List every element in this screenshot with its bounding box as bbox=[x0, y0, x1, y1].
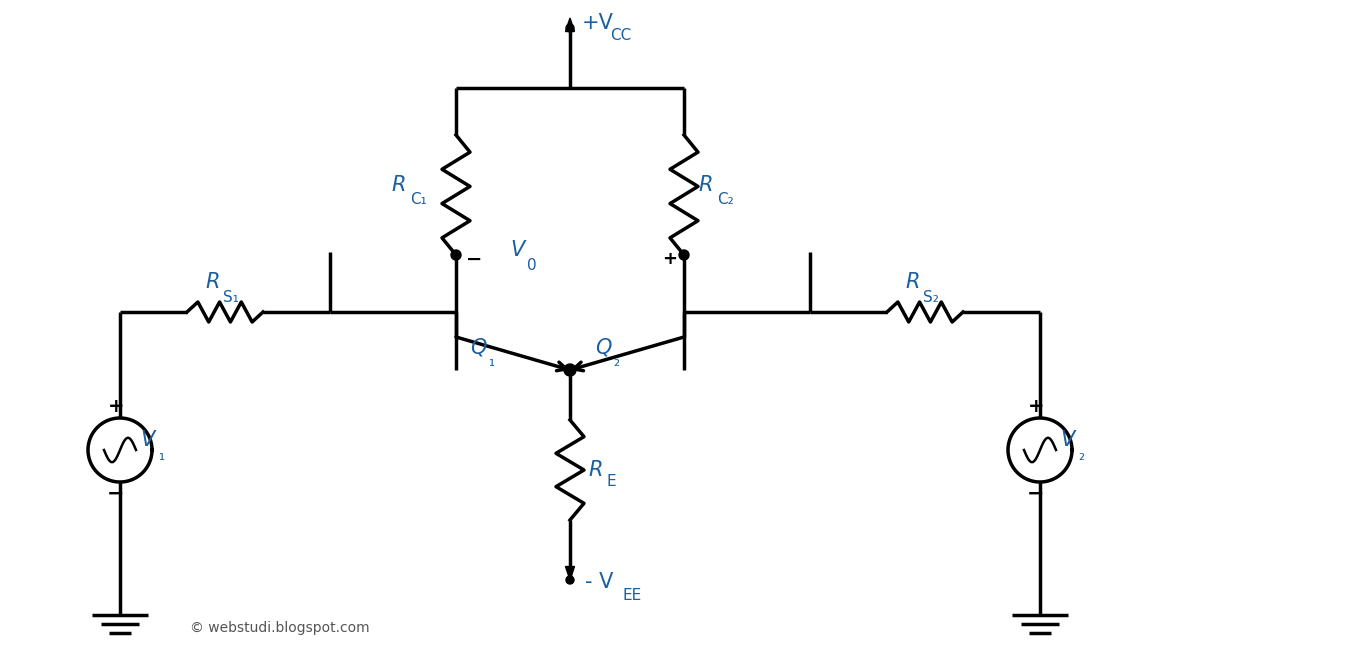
Circle shape bbox=[451, 250, 460, 260]
Circle shape bbox=[679, 250, 688, 260]
Circle shape bbox=[564, 364, 576, 376]
Text: E: E bbox=[607, 474, 616, 489]
Text: +: + bbox=[1027, 397, 1044, 415]
Text: +: + bbox=[108, 397, 124, 415]
Text: Q: Q bbox=[596, 337, 612, 357]
Text: ₁: ₁ bbox=[158, 448, 164, 463]
Text: R: R bbox=[906, 272, 919, 292]
Text: S₂: S₂ bbox=[923, 289, 938, 304]
Text: +V: +V bbox=[582, 13, 613, 33]
Text: ₂: ₂ bbox=[613, 354, 619, 369]
Circle shape bbox=[566, 576, 574, 584]
Text: R: R bbox=[391, 175, 406, 195]
Polygon shape bbox=[566, 18, 575, 32]
Text: EE: EE bbox=[622, 587, 641, 602]
Text: R: R bbox=[698, 175, 713, 195]
Text: ₂: ₂ bbox=[1078, 448, 1085, 463]
Text: CC: CC bbox=[611, 29, 631, 43]
Text: V: V bbox=[510, 240, 525, 260]
Text: −: − bbox=[108, 484, 124, 504]
Text: V: V bbox=[1060, 430, 1074, 450]
Text: −: − bbox=[1027, 484, 1045, 504]
Text: © webstudi.blogspot.com: © webstudi.blogspot.com bbox=[190, 621, 370, 635]
Text: ₁: ₁ bbox=[488, 354, 494, 369]
Text: R: R bbox=[205, 272, 220, 292]
Text: R: R bbox=[587, 460, 602, 480]
Text: S₁: S₁ bbox=[223, 289, 239, 304]
Polygon shape bbox=[566, 567, 575, 580]
Text: C₂: C₂ bbox=[717, 193, 734, 208]
Text: Q: Q bbox=[470, 337, 486, 357]
Text: +: + bbox=[663, 250, 678, 268]
Text: −: − bbox=[466, 249, 482, 269]
Text: - V: - V bbox=[585, 572, 613, 592]
Circle shape bbox=[566, 24, 574, 32]
Text: 0: 0 bbox=[527, 258, 537, 273]
Text: V: V bbox=[139, 430, 154, 450]
Text: C₁: C₁ bbox=[410, 193, 426, 208]
